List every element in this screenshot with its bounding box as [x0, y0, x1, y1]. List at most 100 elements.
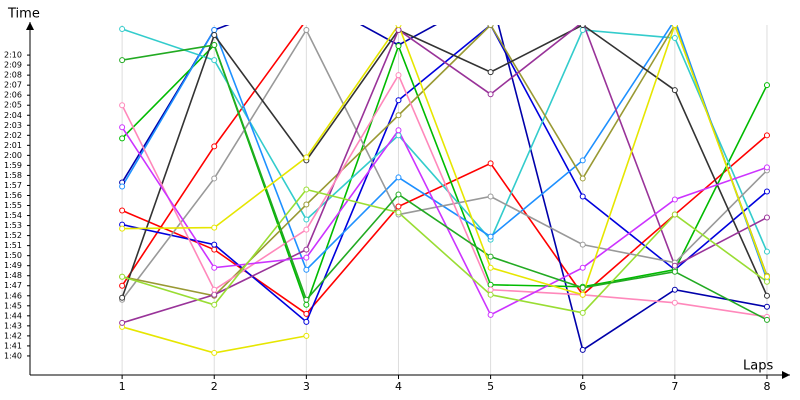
data-point — [763, 82, 770, 89]
data-point — [119, 319, 126, 326]
data-point — [395, 209, 402, 216]
data-point — [395, 191, 402, 198]
data-point — [303, 318, 310, 325]
data-point — [303, 266, 310, 273]
data-point — [671, 262, 678, 269]
plot-area — [119, 17, 770, 356]
data-point — [211, 246, 218, 253]
data-point — [487, 233, 494, 240]
data-point — [579, 264, 586, 271]
data-point — [211, 32, 218, 39]
data-point — [579, 27, 586, 34]
data-point — [671, 299, 678, 306]
data-point — [579, 157, 586, 164]
series-line — [121, 25, 768, 299]
data-point — [671, 268, 678, 275]
data-point — [579, 193, 586, 200]
series-line — [121, 188, 768, 314]
y-tick-label: 1:51 — [4, 241, 22, 250]
data-point — [211, 349, 218, 356]
y-tick-label: 2:04 — [4, 111, 22, 120]
data-point — [579, 241, 586, 248]
data-point — [395, 174, 402, 181]
data-point — [395, 97, 402, 104]
series-line — [121, 25, 768, 352]
data-point — [395, 203, 402, 210]
data-point — [119, 273, 126, 280]
data-point — [579, 25, 586, 28]
y-tick-label: 1:49 — [4, 261, 22, 270]
data-point — [672, 17, 677, 22]
series-line — [121, 126, 768, 316]
series-line — [121, 25, 768, 280]
data-point — [211, 301, 218, 308]
data-point — [303, 201, 310, 208]
series-line — [121, 134, 768, 315]
data-point — [763, 132, 770, 139]
data-point — [487, 311, 494, 318]
data-point — [579, 309, 586, 316]
y-tick-label: 1:41 — [4, 341, 22, 350]
data-point — [671, 87, 678, 94]
data-point — [763, 214, 770, 221]
data-point — [303, 226, 310, 233]
y-tick-label: 2:03 — [4, 121, 22, 130]
data-point — [487, 160, 494, 167]
data-point — [395, 43, 402, 50]
data-point — [303, 254, 310, 261]
y-axis-arrow — [26, 22, 34, 30]
data-point — [395, 72, 402, 79]
y-tick-label: 1:55 — [4, 201, 22, 210]
data-point — [303, 310, 310, 317]
y-tick-label: 2:01 — [4, 141, 22, 150]
data-point — [487, 253, 494, 260]
data-point — [211, 224, 218, 231]
data-point — [580, 19, 585, 24]
data-point — [211, 143, 218, 150]
y-tick-label: 1:40 — [4, 351, 22, 360]
x-tick-label: 3 — [303, 380, 310, 393]
data-point — [211, 27, 218, 34]
x-tick-label: 2 — [211, 380, 218, 393]
data-point — [119, 102, 126, 109]
y-tick-label: 2:10 — [4, 51, 22, 60]
data-point — [395, 127, 402, 134]
data-point — [304, 17, 309, 22]
data-point — [763, 303, 770, 310]
data-point — [211, 42, 218, 49]
data-point — [579, 291, 586, 298]
data-point — [303, 296, 310, 303]
y-tick-label: 1:46 — [4, 291, 22, 300]
data-point — [579, 346, 586, 353]
data-point — [119, 282, 126, 289]
data-point — [211, 175, 218, 182]
y-tick-label: 1:59 — [4, 161, 22, 170]
y-tick-label: 1:57 — [4, 181, 22, 190]
y-tick-label: 1:54 — [4, 211, 22, 220]
x-tick-label: 4 — [395, 380, 402, 393]
data-point — [119, 26, 126, 33]
data-point — [395, 112, 402, 119]
data-point — [487, 69, 494, 76]
data-point — [119, 183, 126, 190]
data-point — [303, 332, 310, 339]
x-axis-title: Laps — [743, 359, 773, 374]
data-point — [671, 211, 678, 218]
data-point — [303, 301, 310, 308]
data-point — [671, 25, 678, 28]
y-tick-label: 2:06 — [4, 91, 22, 100]
data-point — [763, 292, 770, 299]
y-tick-label: 1:44 — [4, 311, 22, 320]
y-tick-label: 1:53 — [4, 221, 22, 230]
y-axis-title: Time — [7, 7, 40, 22]
x-tick-label: 1 — [119, 380, 126, 393]
data-point — [211, 57, 218, 64]
data-point — [763, 273, 770, 280]
data-point — [487, 286, 494, 293]
grid — [121, 25, 768, 375]
data-point — [579, 284, 586, 291]
data-point — [119, 135, 126, 142]
y-tick-label: 1:50 — [4, 251, 22, 260]
y-tick-label: 1:48 — [4, 271, 22, 280]
